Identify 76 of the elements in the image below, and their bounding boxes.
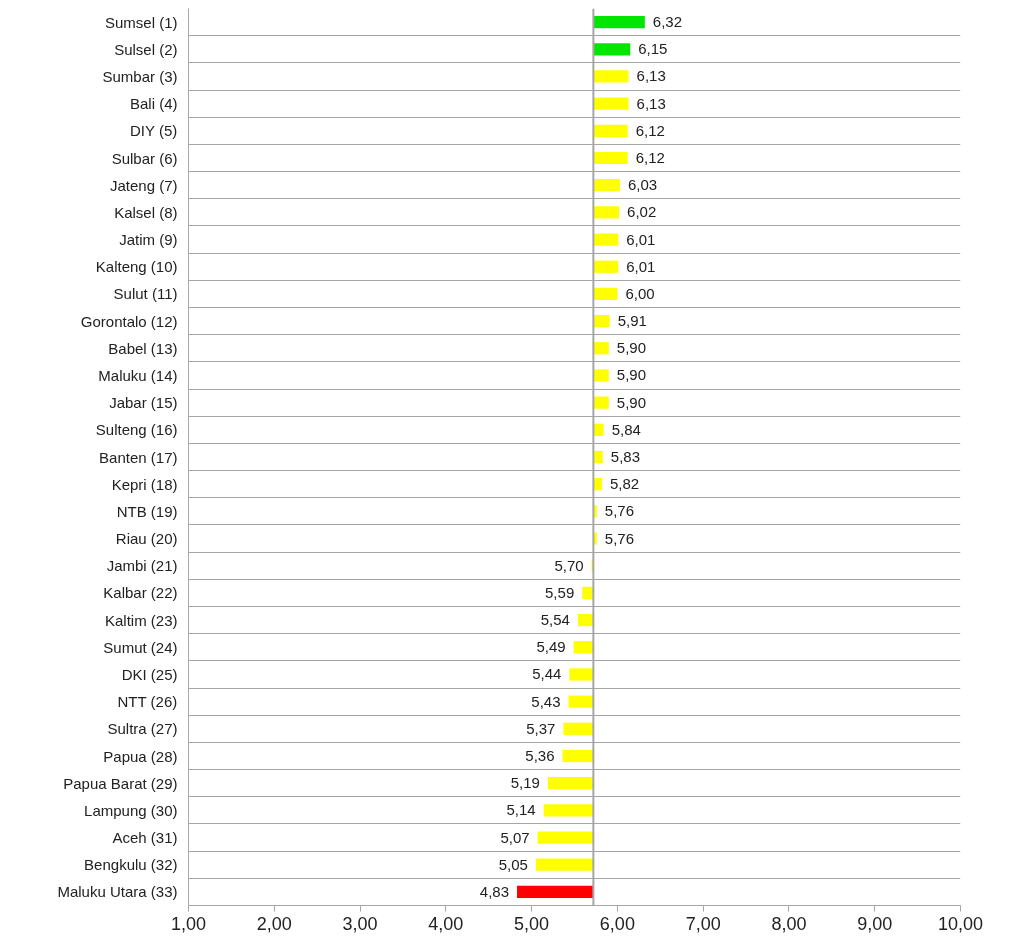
y-tick-label: DKI (25) bbox=[121, 665, 178, 683]
x-tick-label: 4,00 bbox=[428, 913, 464, 934]
data-label: 5,90 bbox=[616, 339, 647, 357]
y-tick-label: Sumut (24) bbox=[103, 638, 178, 656]
x-tick-label: 7,00 bbox=[685, 913, 721, 934]
data-label: 5,83 bbox=[610, 448, 641, 465]
data-label: 6,32 bbox=[652, 13, 683, 31]
data-label: 6,03 bbox=[627, 176, 658, 194]
data-label: 5,36 bbox=[525, 747, 555, 764]
data-label: 6,15 bbox=[638, 40, 668, 58]
x-tick-label: 1,00 bbox=[170, 913, 207, 934]
y-tick-label: Sulbar (6) bbox=[111, 149, 178, 167]
data-label: 6,13 bbox=[636, 94, 666, 112]
x-tick-label: 8,00 bbox=[771, 913, 807, 934]
data-label: 5,70 bbox=[554, 556, 584, 574]
y-tick-label: Sumbar (3) bbox=[102, 67, 178, 85]
x-tick-label: 2,00 bbox=[256, 913, 292, 934]
x-tick-label: 10,00 bbox=[937, 913, 984, 934]
data-label: 5,76 bbox=[604, 529, 635, 547]
y-tick-label: Papua Barat (29) bbox=[63, 774, 178, 792]
data-label: 4,83 bbox=[479, 882, 510, 900]
data-label: 5,44 bbox=[532, 665, 562, 683]
data-label: 6,12 bbox=[635, 121, 665, 139]
y-tick-label: Maluku Utara (33) bbox=[57, 883, 178, 901]
data-label: 5,84 bbox=[611, 420, 641, 438]
y-tick-label: Sulteng (16) bbox=[95, 421, 178, 439]
y-tick-label: DIY (5) bbox=[130, 122, 178, 140]
data-label: 5,19 bbox=[510, 774, 540, 792]
y-tick-label: Sulsel (2) bbox=[114, 40, 178, 58]
y-tick-label: Sulut (11) bbox=[113, 285, 178, 303]
y-tick-label: Bengkulu (32) bbox=[84, 856, 178, 874]
x-tick-label: 3,00 bbox=[342, 913, 378, 934]
data-label: 5,49 bbox=[536, 638, 566, 656]
y-tick-label: Jateng (7) bbox=[109, 176, 178, 194]
data-label: 5,05 bbox=[498, 855, 528, 873]
data-label: 6,12 bbox=[635, 149, 665, 166]
data-label: 6,02 bbox=[627, 203, 657, 221]
data-label: 5,90 bbox=[616, 393, 647, 411]
y-tick-label: Jatim (9) bbox=[119, 231, 178, 249]
y-tick-label: Kalbar (22) bbox=[103, 584, 178, 602]
y-tick-label: Jabar (15) bbox=[109, 394, 178, 412]
data-label: 5,14 bbox=[506, 801, 536, 819]
y-tick-label: Aceh (31) bbox=[112, 829, 178, 847]
x-tick-label: 5,00 bbox=[514, 913, 550, 934]
data-label: 6,13 bbox=[636, 67, 666, 85]
y-tick-label: Kaltim (23) bbox=[104, 611, 178, 629]
y-tick-label: NTT (26) bbox=[117, 693, 178, 711]
y-tick-label: Lampung (30) bbox=[84, 801, 178, 819]
x-tick-label: 9,00 bbox=[857, 913, 893, 934]
y-tick-label: Banten (17) bbox=[99, 448, 178, 466]
data-label: 5,07 bbox=[500, 828, 530, 846]
y-tick-label: Kalteng (10) bbox=[95, 258, 178, 276]
data-label: 5,76 bbox=[604, 502, 635, 520]
y-tick-label: Babel (13) bbox=[108, 339, 178, 357]
data-label: 5,43 bbox=[531, 692, 561, 710]
y-tick-label: NTB (19) bbox=[116, 502, 178, 520]
data-label: 6,01 bbox=[626, 257, 656, 275]
data-label: 5,54 bbox=[540, 611, 570, 629]
data-label: 5,59 bbox=[545, 583, 575, 601]
data-label: 5,90 bbox=[616, 366, 647, 384]
data-label: 5,82 bbox=[609, 475, 640, 493]
data-label: 6,01 bbox=[626, 230, 656, 248]
y-tick-label: Sultra (27) bbox=[107, 720, 178, 738]
y-tick-label: Papua (28) bbox=[103, 747, 178, 765]
y-tick-label: Bali (4) bbox=[129, 95, 178, 113]
y-tick-label: Sumsel (1) bbox=[104, 13, 178, 31]
y-tick-label: Kalsel (8) bbox=[114, 203, 178, 221]
y-tick-label: Maluku (14) bbox=[98, 366, 178, 384]
x-tick-label: 6,00 bbox=[599, 913, 635, 934]
y-tick-label: Gorontalo (12) bbox=[80, 312, 178, 330]
y-tick-label: Riau (20) bbox=[115, 530, 178, 548]
data-label: 5,37 bbox=[526, 719, 556, 737]
y-tick-label: Jambi (21) bbox=[106, 557, 178, 575]
y-tick-label: Kepri (18) bbox=[111, 475, 178, 493]
data-label: 6,00 bbox=[625, 284, 655, 302]
data-label: 5,91 bbox=[617, 312, 647, 330]
